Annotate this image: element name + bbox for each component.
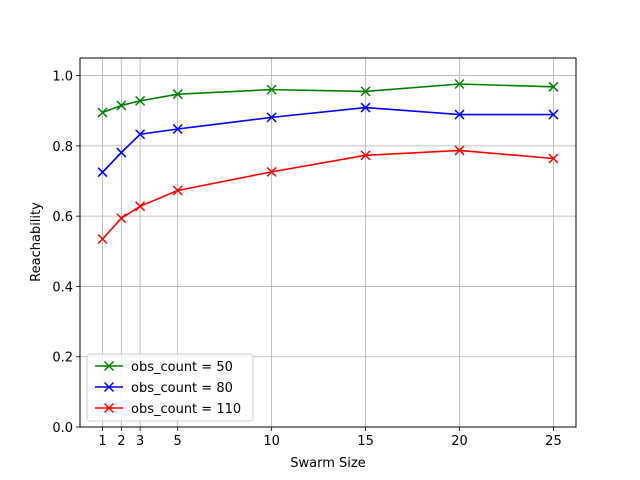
series-2-point	[97, 167, 108, 178]
x-axis-label: Swarm Size	[290, 456, 365, 471]
series-1-point	[116, 100, 127, 111]
series-line-1	[102, 83, 554, 114]
series-2-point	[360, 102, 371, 113]
series-2-point	[548, 109, 559, 120]
legend-label: obs_count = 110	[131, 402, 241, 417]
series-2-point	[172, 123, 183, 135]
series-2-point	[116, 147, 127, 158]
series-1-point	[135, 95, 146, 106]
y-axis-label: Reachability	[29, 202, 44, 282]
series-3-point	[135, 201, 146, 212]
series-lines	[97, 78, 559, 245]
series-1-point	[97, 107, 108, 118]
legend-entry-1: obs_count = 50	[95, 360, 233, 375]
legend-marker	[103, 360, 115, 372]
y-tick-label: 1.0	[52, 70, 73, 85]
series-3-point	[360, 150, 371, 161]
x-tick-label: 3	[136, 434, 144, 449]
y-tick-label: 0.6	[52, 210, 73, 225]
axis-ticks: 1 2 3 5 10 15 20 25 0.0 0.2 0.4 0.6 0.8 1.0	[52, 70, 561, 449]
series-3-point	[172, 185, 183, 196]
x-tick-label: 5	[174, 434, 182, 449]
series-3-point	[454, 145, 465, 156]
series-line-3	[101, 149, 554, 240]
legend-label: obs_count = 50	[131, 360, 233, 375]
legend-entry-3: obs_count = 110	[95, 402, 241, 417]
x-tick-label: 2	[117, 434, 125, 449]
y-tick-label: 0.0	[52, 421, 73, 436]
x-tick-label: 20	[451, 434, 468, 449]
series-3-point	[116, 213, 127, 224]
legend-marker	[103, 402, 115, 414]
y-tick-label: 0.4	[52, 280, 73, 295]
series-1-point	[266, 84, 277, 95]
series-1-point	[172, 89, 183, 100]
series-2-point	[135, 129, 146, 140]
series-1-point	[454, 78, 465, 90]
y-tick-label: 0.2	[52, 351, 73, 366]
series-3-point	[266, 166, 277, 177]
series-1-point	[548, 81, 559, 92]
y-tick-label: 0.8	[52, 140, 73, 155]
legend: obs_count = 50 obs_count = 80 obs_count = …	[86, 353, 254, 422]
legend-entry-2: obs_count = 80	[95, 381, 233, 396]
legend-box	[86, 353, 254, 422]
series-2-point	[454, 109, 465, 120]
series-1-point	[360, 86, 371, 97]
series-2-point	[266, 112, 277, 123]
plot-area-frame	[79, 57, 577, 428]
x-tick-label: 25	[545, 434, 562, 449]
legend-label: obs_count = 80	[131, 381, 233, 396]
x-tick-label: 10	[263, 434, 280, 449]
series-3-point	[548, 153, 559, 164]
legend-marker	[103, 381, 115, 393]
series-3-point	[97, 233, 108, 245]
x-tick-label: 1	[98, 434, 106, 449]
x-tick-label: 15	[357, 434, 374, 449]
